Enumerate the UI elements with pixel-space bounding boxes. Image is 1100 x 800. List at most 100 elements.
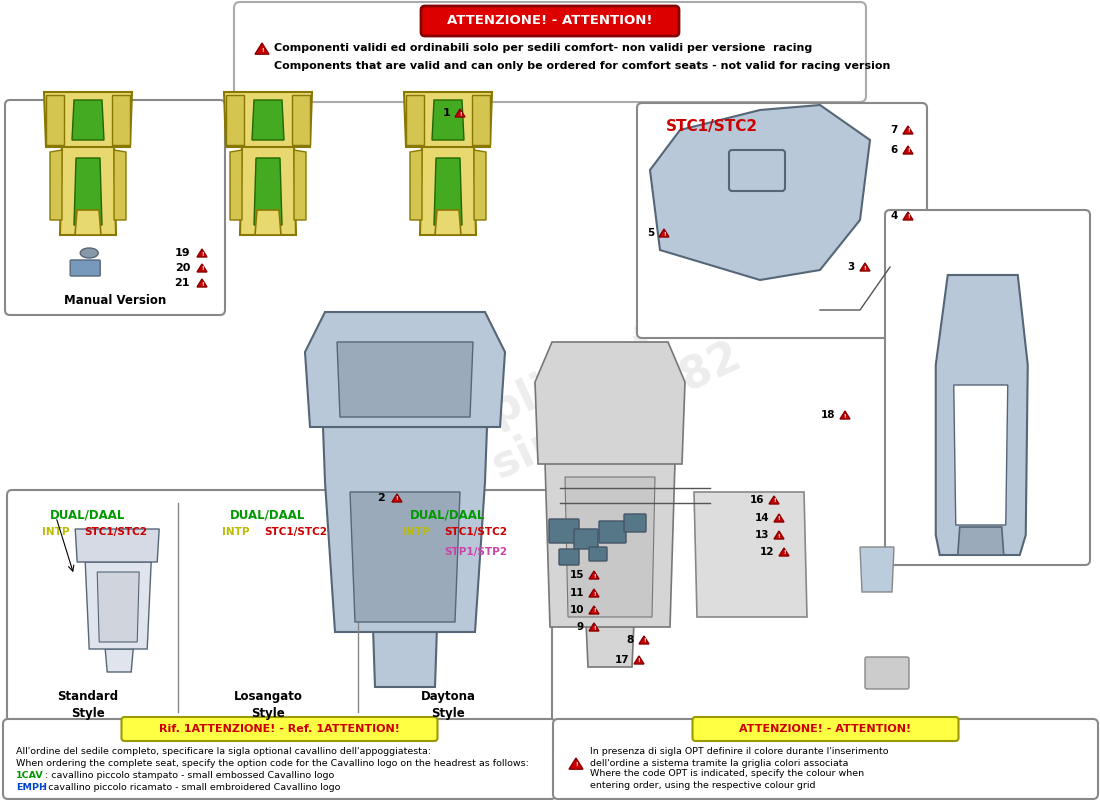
Polygon shape [106, 649, 133, 672]
Text: dell'ordine a sistema tramite la griglia colori associata: dell'ordine a sistema tramite la griglia… [590, 758, 848, 767]
FancyBboxPatch shape [886, 210, 1090, 565]
Text: 2: 2 [377, 493, 385, 503]
Polygon shape [294, 150, 306, 220]
Polygon shape [230, 150, 242, 220]
Text: !: ! [396, 497, 398, 502]
Text: 12: 12 [759, 547, 774, 557]
FancyBboxPatch shape [693, 717, 958, 741]
Polygon shape [420, 145, 476, 235]
Text: STC1/STC2: STC1/STC2 [666, 118, 758, 134]
Polygon shape [46, 95, 64, 145]
Text: 9: 9 [576, 622, 584, 632]
Polygon shape [75, 529, 160, 562]
Text: When ordering the complete seat, specify the option code for the Cavallino logo : When ordering the complete seat, specify… [16, 759, 529, 769]
Text: INTP: INTP [222, 527, 250, 537]
FancyBboxPatch shape [421, 6, 679, 36]
Polygon shape [588, 571, 600, 579]
Polygon shape [254, 158, 282, 225]
Text: !: ! [200, 251, 204, 257]
Polygon shape [72, 100, 104, 140]
Text: !: ! [778, 517, 780, 522]
Text: 21: 21 [175, 278, 190, 288]
Polygon shape [694, 492, 807, 617]
Ellipse shape [80, 248, 98, 258]
Text: 14: 14 [755, 513, 769, 523]
Text: All'ordine del sedile completo, specificare la sigla optional cavallino dell'app: All'ordine del sedile completo, specific… [16, 747, 431, 757]
Polygon shape [392, 494, 402, 502]
Polygon shape [60, 145, 116, 235]
FancyBboxPatch shape [624, 514, 646, 532]
Polygon shape [954, 385, 1008, 525]
Polygon shape [544, 462, 675, 627]
Text: !: ! [574, 762, 578, 767]
Polygon shape [565, 477, 654, 617]
Text: 4: 4 [891, 211, 898, 221]
Polygon shape [860, 263, 870, 271]
Text: STC1/STC2: STC1/STC2 [444, 527, 507, 537]
FancyBboxPatch shape [7, 490, 552, 725]
Polygon shape [410, 150, 422, 220]
Text: DUAL/DAAL: DUAL/DAAL [230, 509, 306, 522]
FancyBboxPatch shape [729, 150, 785, 191]
Polygon shape [588, 606, 600, 614]
Polygon shape [936, 275, 1027, 555]
Polygon shape [472, 95, 490, 145]
FancyBboxPatch shape [865, 657, 909, 689]
Polygon shape [406, 95, 424, 145]
Polygon shape [373, 627, 437, 687]
Text: !: ! [200, 266, 204, 271]
Text: DUAL/DAAL: DUAL/DAAL [51, 509, 125, 522]
Text: 3: 3 [848, 262, 855, 272]
Polygon shape [774, 531, 784, 539]
Polygon shape [779, 548, 789, 556]
Text: !: ! [261, 47, 263, 53]
Polygon shape [112, 95, 130, 145]
Polygon shape [255, 43, 270, 54]
Polygon shape [255, 210, 280, 235]
Polygon shape [860, 547, 894, 592]
FancyBboxPatch shape [553, 719, 1098, 799]
FancyBboxPatch shape [588, 547, 607, 561]
Polygon shape [659, 229, 669, 237]
Text: STC1/STC2: STC1/STC2 [264, 527, 328, 537]
Polygon shape [292, 95, 310, 145]
Text: 1CAV: 1CAV [16, 771, 44, 781]
FancyBboxPatch shape [6, 100, 225, 315]
Polygon shape [903, 126, 913, 134]
Polygon shape [323, 427, 487, 632]
Text: 20: 20 [175, 263, 190, 273]
Polygon shape [958, 527, 1003, 555]
Polygon shape [588, 623, 600, 631]
Text: 6: 6 [891, 145, 898, 155]
Polygon shape [588, 589, 600, 597]
Text: Components that are valid and can only be ordered for comfort seats - not valid : Components that are valid and can only b… [274, 61, 890, 71]
Text: 19: 19 [175, 248, 190, 258]
FancyBboxPatch shape [234, 2, 866, 102]
Text: 5: 5 [647, 228, 654, 238]
FancyBboxPatch shape [574, 529, 598, 549]
Text: 1: 1 [442, 108, 450, 118]
Polygon shape [337, 342, 473, 417]
Polygon shape [50, 150, 62, 220]
Text: : cavallino piccolo ricamato - small embroidered Cavallino logo: : cavallino piccolo ricamato - small emb… [42, 782, 340, 791]
Polygon shape [432, 100, 464, 140]
Polygon shape [404, 92, 492, 147]
Text: : cavallino piccolo stampato - small embossed Cavallino logo: : cavallino piccolo stampato - small emb… [42, 771, 334, 781]
Text: Supplier of
Parts since 1982: Supplier of Parts since 1982 [332, 290, 748, 550]
Text: Where the code OPT is indicated, specify the colour when: Where the code OPT is indicated, specify… [590, 770, 865, 778]
Text: 17: 17 [615, 655, 629, 665]
Text: STC1/STC2: STC1/STC2 [85, 527, 147, 537]
Polygon shape [455, 109, 465, 117]
Polygon shape [569, 758, 583, 770]
Text: Daytona
Style: Daytona Style [420, 690, 475, 720]
Text: 15: 15 [570, 570, 584, 580]
Polygon shape [639, 636, 649, 644]
Polygon shape [224, 92, 312, 147]
Polygon shape [44, 92, 132, 147]
Text: !: ! [638, 658, 640, 663]
Polygon shape [197, 279, 207, 287]
FancyBboxPatch shape [637, 103, 927, 338]
Polygon shape [840, 411, 850, 419]
Text: !: ! [459, 111, 461, 117]
Text: Losangato
Style: Losangato Style [233, 690, 302, 720]
